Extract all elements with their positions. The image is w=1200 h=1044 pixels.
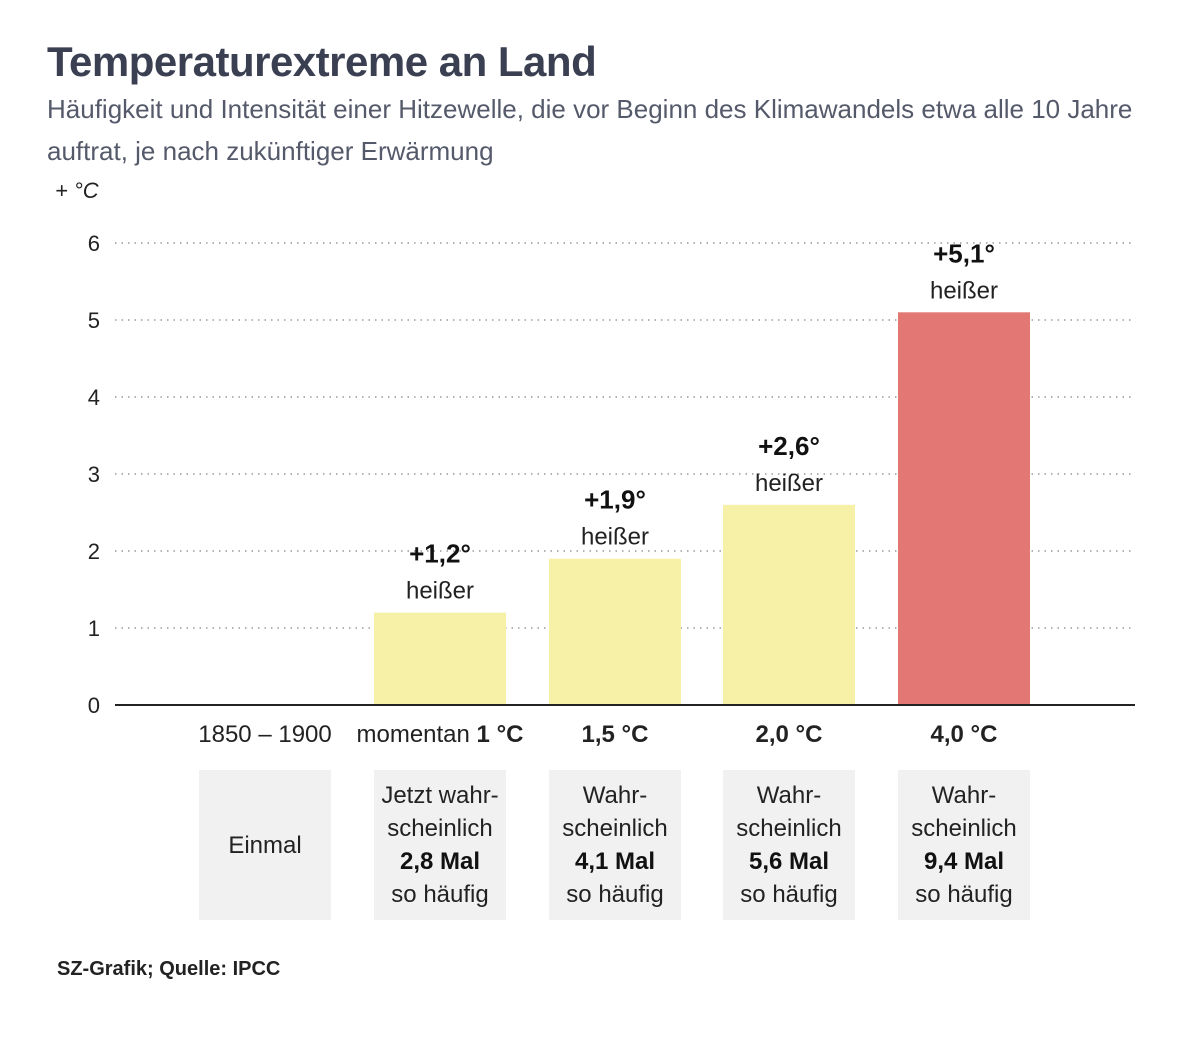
x-category-label: 2,0 °C <box>756 721 823 748</box>
x-category-value: 2,0 °C <box>756 721 823 748</box>
bars <box>374 312 1030 705</box>
bar <box>374 612 506 705</box>
y-tick-label: 2 <box>88 539 100 564</box>
bar <box>898 312 1030 705</box>
frequency-line2: scheinlich <box>911 815 1017 842</box>
frequency-line4: so häufig <box>740 881 838 908</box>
frequency-bold: 5,6 Mal <box>748 848 830 875</box>
bar-value-label: +1,2° <box>409 539 471 569</box>
x-category-label: 4,0 °C <box>931 721 998 748</box>
bar-value-sublabel: heißer <box>755 470 823 497</box>
frequency-box: Jetzt wahr-scheinlich 2,8 Mal so häufig <box>374 770 506 920</box>
frequency-line4: so häufig <box>566 881 664 908</box>
frequency-line4: so häufig <box>915 881 1013 908</box>
bar-value-labels: +1,2° heißer +1,9° heißer +2,6° heißer +5,1° he… <box>406 238 998 604</box>
frequency-box: Wahr-scheinlich 9,4 Mal so häufig <box>898 770 1030 920</box>
frequency-line4: so häufig <box>391 881 489 908</box>
y-tick-label: 5 <box>88 308 100 333</box>
bar-value-label: +5,1° <box>933 238 995 268</box>
bar-value-sublabel: heißer <box>406 578 474 605</box>
x-category-value: 4,0 °C <box>931 721 998 748</box>
bar <box>549 558 681 705</box>
frequency-line2: scheinlich <box>736 815 842 842</box>
x-category-value: 1,5 °C <box>582 721 649 748</box>
bar-chart: 0 1 2 3 4 5 6 +1,2° heißer +1,9° heißer +2,6° heiße… <box>88 231 1135 748</box>
frequency-line1: Wahr- <box>582 782 648 809</box>
category-labels: 1850 – 1900 momentan 1 °C 1,5 °C 2,0 °C 4,0 … <box>198 721 997 748</box>
y-tick-label: 1 <box>88 616 100 641</box>
chart-subtitle: Häufigkeit und Intensität einer Hitzewel… <box>47 94 1133 166</box>
bar-value-label: +2,6° <box>758 431 820 461</box>
x-category-label: 1850 – 1900 <box>198 721 331 748</box>
frequency-box: Einmal <box>199 770 331 920</box>
frequency-line1: Einmal <box>228 831 302 859</box>
frequency-box: Wahr-scheinlich 4,1 Mal so häufig <box>549 770 681 920</box>
y-tick-labels: 0 1 2 3 4 5 6 <box>88 231 100 718</box>
bar-value-label: +1,9° <box>584 485 646 515</box>
x-category-value: 1 °C <box>477 721 524 748</box>
frequency-line1: Wahr- <box>931 782 997 809</box>
bar-value-sublabel: heißer <box>581 524 649 551</box>
x-category-prefix: 1850 – 1900 <box>198 721 331 748</box>
frequency-bold: 9,4 Mal <box>923 848 1005 875</box>
frequency-line2: scheinlich <box>387 815 493 842</box>
y-tick-label: 6 <box>88 231 100 256</box>
bar-value-sublabel: heißer <box>930 277 998 304</box>
y-axis-unit: + °C <box>55 178 99 203</box>
grid-layer <box>115 242 1135 629</box>
y-tick-label: 0 <box>88 693 100 718</box>
source-note: SZ-Grafik; Quelle: IPCC <box>57 958 281 980</box>
frequency-box: Wahr-scheinlich 5,6 Mal so häufig <box>723 770 855 920</box>
chart-title: Temperaturextreme an Land <box>47 38 597 85</box>
frequency-bold: 4,1 Mal <box>574 848 656 875</box>
frequency-line2: scheinlich <box>562 815 668 842</box>
x-category-label: 1,5 °C <box>582 721 649 748</box>
x-category-prefix: momentan <box>356 721 476 748</box>
bar <box>723 504 855 705</box>
frequency-bold: 2,8 Mal <box>399 848 481 875</box>
y-tick-label: 3 <box>88 462 100 487</box>
x-category-label: momentan 1 °C <box>356 721 523 748</box>
frequency-line1: Wahr- <box>756 782 822 809</box>
frequency-line1: Jetzt wahr- <box>381 782 499 809</box>
y-tick-label: 4 <box>88 385 100 410</box>
